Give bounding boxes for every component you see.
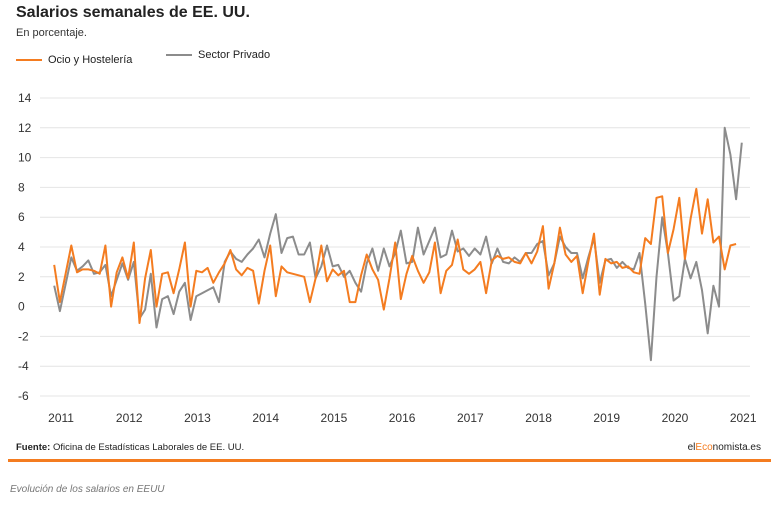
y-tick-label: 14 [18, 91, 32, 105]
legend-swatch-privado [166, 54, 192, 57]
x-tick-label: 2014 [252, 411, 279, 425]
y-tick-label: 4 [18, 240, 25, 254]
x-tick-label: 2020 [662, 411, 689, 425]
source-text: Oficina de Estadísticas Laborales de EE.… [52, 442, 245, 453]
source-label: Fuente: [16, 442, 51, 453]
legend-item-privado: Sector Privado [166, 49, 270, 61]
brand-suffix: nomista.es [712, 442, 761, 453]
x-tick-label: 2012 [116, 411, 143, 425]
line-chart: 14 12 10 8 6 4 2 0 -2 -4 -6 2011 2012 2013 2014 2015 201… [18, 91, 757, 425]
legend-label-ocio: Ocio y Hostelería [48, 54, 133, 66]
y-tick-label: 6 [18, 210, 25, 224]
y-tick-label: -4 [18, 359, 29, 373]
legend-swatch-ocio [16, 59, 42, 62]
source-note: Fuente: Oficina de Estadísticas Laborale… [16, 442, 244, 453]
chart-subtitle: En porcentaje. [16, 27, 87, 39]
brand-prefix: el [687, 442, 696, 453]
y-tick-label: 12 [18, 121, 32, 135]
x-tick-label: 2018 [525, 411, 552, 425]
x-tick-label: 2015 [321, 411, 348, 425]
y-tick-label: -6 [18, 389, 29, 403]
brand-logo[interactable]: elEconomista.es [688, 442, 761, 453]
y-tick-label: 2 [18, 270, 25, 284]
series-line-ocio-y-hosteler-a [53, 187, 737, 324]
series-line-sector-privado [53, 126, 743, 362]
x-tick-label: 2016 [389, 411, 416, 425]
y-tick-label: 10 [18, 151, 32, 165]
brand-accent: Eco [695, 442, 713, 453]
y-tick-label: 0 [18, 300, 25, 314]
y-tick-label: 8 [18, 180, 25, 194]
chart-title: Salarios semanales de EE. UU. [16, 4, 250, 21]
x-tick-label: 2019 [593, 411, 620, 425]
footer-divider [8, 459, 771, 462]
x-tick-label: 2021 [730, 411, 757, 425]
x-tick-label: 2013 [184, 411, 211, 425]
y-tick-label: -2 [18, 329, 29, 343]
x-tick-label: 2017 [457, 411, 484, 425]
legend-item-ocio: Ocio y Hostelería [16, 54, 132, 66]
legend-label-privado: Sector Privado [198, 49, 271, 61]
image-caption: Evolución de los salarios en EEUU [10, 484, 165, 495]
x-tick-label: 2011 [48, 411, 74, 425]
